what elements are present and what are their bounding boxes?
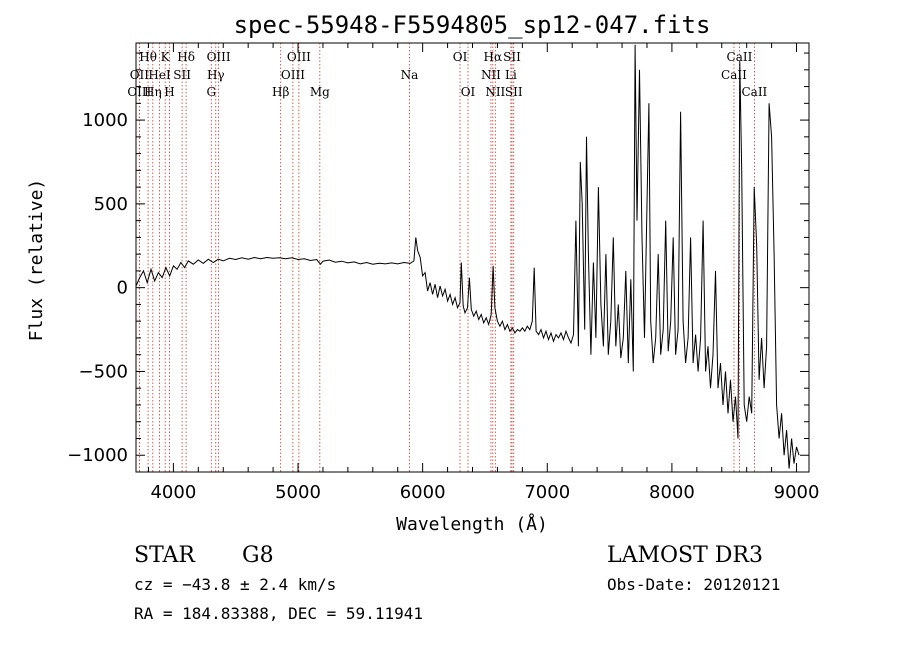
line-label: Mg <box>310 85 330 99</box>
x-tick-label: 8000 <box>649 482 695 503</box>
x-tick-label: 5000 <box>275 482 321 503</box>
line-label: HeI <box>148 68 171 82</box>
x-axis: 4000 5000 6000 7000 8000 9000 <box>147 43 820 503</box>
line-label: K <box>161 50 171 64</box>
y-tick-label: 500 <box>94 194 128 215</box>
line-label: CaII <box>721 68 747 82</box>
line-label: SII <box>173 68 191 82</box>
line-label: OI <box>461 85 476 99</box>
plot-frame <box>135 42 810 473</box>
survey-name: LAMOST DR3 <box>607 543 763 568</box>
chart-title: spec-55948-F5594805_sp12-047.fits <box>234 11 711 39</box>
line-label: NII <box>481 68 501 82</box>
line-label: Hδ <box>177 50 195 64</box>
line-label: Hα <box>484 50 503 64</box>
line-label: G <box>206 85 216 99</box>
object-class: STAR <box>134 543 196 568</box>
line-label: Li <box>505 68 517 82</box>
coordinates: RA = 184.83388, DEC = 59.11941 <box>134 604 423 623</box>
x-tick-label: 9000 <box>774 482 820 503</box>
line-label: OII <box>130 68 150 82</box>
emission-line-markers <box>138 43 755 472</box>
x-tick-label: 4000 <box>150 482 196 503</box>
x-tick-label: 7000 <box>524 482 570 503</box>
y-axis-label: Flux (relative) <box>26 179 47 342</box>
line-label: Hβ <box>272 85 289 99</box>
line-label: OIII <box>287 50 311 64</box>
line-label: OIII <box>127 85 151 99</box>
y-tick-label: −1000 <box>67 445 128 466</box>
line-label: H <box>164 85 174 99</box>
line-label: CaII <box>727 50 753 64</box>
line-label: OIII <box>281 68 305 82</box>
line-label: Hθ <box>139 50 157 64</box>
spectral-subclass: G8 <box>242 543 274 568</box>
y-tick-label: −500 <box>79 361 128 382</box>
line-label: CaII <box>741 85 767 99</box>
line-label: OI <box>453 50 468 64</box>
flux-curve <box>135 44 800 469</box>
y-tick-label: 1000 <box>82 110 128 131</box>
y-axis: −1000 −500 0 500 1000 <box>67 52 809 466</box>
x-axis-label: Wavelength (Å) <box>396 513 548 535</box>
x-tick-label: 6000 <box>400 482 446 503</box>
line-label: Hη <box>144 85 162 99</box>
line-label: NII <box>485 85 505 99</box>
line-label: SII <box>503 50 521 64</box>
y-tick-label: 0 <box>117 278 128 299</box>
line-label: Hγ <box>207 68 225 82</box>
line-label: SII <box>505 85 523 99</box>
redshift-velocity: cz = −43.8 ± 2.4 km/s <box>134 575 336 594</box>
line-label: OIII <box>207 50 231 64</box>
spectrum-series <box>135 44 800 469</box>
line-label: Na <box>401 68 419 82</box>
observation-date: Obs-Date: 20120121 <box>607 575 780 594</box>
emission-line-labels: Hθ OII OIII K HeI Hη SII H Hδ OIII Hγ G OIII OIII Hβ Mg… <box>127 50 767 99</box>
